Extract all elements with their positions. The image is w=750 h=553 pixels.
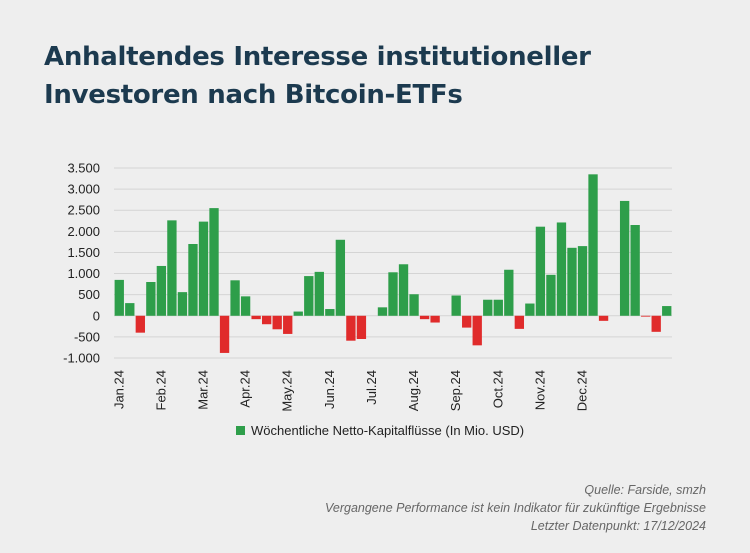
bar — [451, 295, 461, 316]
bar — [662, 306, 672, 316]
bar — [472, 315, 482, 346]
bar — [419, 315, 430, 320]
bar — [188, 244, 198, 316]
bar — [125, 303, 135, 316]
bar — [577, 246, 588, 316]
bar — [588, 174, 598, 316]
y-tick-label: 3.500 — [67, 161, 100, 176]
bar — [430, 315, 440, 323]
bar — [240, 296, 251, 316]
y-tick-label: 1.000 — [67, 266, 100, 281]
bar — [261, 315, 272, 325]
bar — [230, 280, 240, 316]
y-tick-label: 0 — [93, 308, 100, 323]
y-tick-label: -1.000 — [63, 351, 100, 366]
x-tick-label: Jun.24 — [322, 370, 337, 409]
bar — [630, 225, 640, 316]
bar — [272, 315, 282, 330]
bar — [335, 239, 346, 316]
bar — [146, 282, 156, 316]
bar — [304, 276, 314, 316]
bar — [283, 315, 293, 334]
bar — [641, 315, 651, 317]
bar — [219, 315, 230, 353]
page-title: Anhaltendes Interesse institutioneller I… — [44, 42, 591, 110]
bar — [409, 294, 419, 316]
footer-source: Quelle: Farside, smzh — [584, 483, 706, 497]
legend-label: Wöchentliche Netto-Kapitalflüsse (In Mio… — [251, 423, 525, 438]
bar — [388, 272, 398, 316]
x-tick-label: Nov.24 — [532, 370, 547, 410]
legend: Wöchentliche Netto-Kapitalflüsse (In Mio… — [236, 423, 524, 438]
y-axis-ticks: -1.000 -500 0 500 1.000 1.500 2.000 2.500 3.000 3… — [63, 161, 100, 366]
bar — [556, 222, 567, 316]
x-tick-label: Jul.24 — [364, 370, 379, 405]
bar — [135, 315, 145, 333]
bar — [514, 315, 525, 329]
bar — [483, 299, 493, 316]
bar — [293, 311, 303, 316]
x-tick-label: Aug.24 — [406, 370, 421, 411]
bar — [114, 279, 124, 316]
x-tick-label: Mar.24 — [195, 370, 210, 410]
y-tick-label: 3.000 — [67, 182, 100, 197]
footer: Quelle: Farside, smzh Vergangene Perform… — [325, 481, 706, 535]
x-tick-label: Jan.24 — [111, 370, 126, 409]
footer-last-datapoint: Letzter Datenpunkt: 17/12/2024 — [530, 519, 706, 533]
bar — [525, 303, 535, 316]
y-tick-label: 2.000 — [67, 224, 100, 239]
bar — [167, 220, 177, 316]
legend-swatch — [236, 426, 245, 435]
bar — [356, 315, 367, 339]
bar — [198, 221, 209, 316]
bar — [504, 269, 514, 316]
bar — [535, 226, 546, 316]
bar — [346, 315, 356, 341]
bar — [398, 264, 409, 316]
bar — [651, 315, 661, 332]
bar — [493, 299, 503, 316]
bar — [567, 247, 577, 316]
x-tick-label: Dec.24 — [575, 370, 590, 411]
gridlines — [114, 167, 672, 359]
x-tick-label: Sep.24 — [448, 370, 463, 411]
bar — [598, 315, 609, 321]
x-tick-label: May.24 — [280, 370, 295, 412]
y-tick-label: 1.500 — [67, 245, 100, 260]
bars — [114, 174, 672, 353]
x-tick-label: Apr.24 — [238, 370, 253, 408]
y-tick-label: -500 — [74, 329, 100, 344]
bar — [177, 292, 188, 316]
x-axis-ticks: Jan.24 Feb.24 Mar.24 Apr.24 May.24 Jun.24 Jul.… — [111, 370, 589, 412]
x-tick-label: Feb.24 — [153, 370, 168, 410]
bar — [209, 208, 219, 316]
bar — [377, 307, 388, 316]
bar — [156, 265, 167, 316]
y-tick-label: 500 — [78, 287, 100, 302]
bar — [546, 274, 556, 316]
bar — [314, 271, 324, 316]
bar — [619, 200, 630, 316]
bar — [462, 315, 472, 328]
y-tick-label: 2.500 — [67, 203, 100, 218]
footer-disclaimer: Vergangene Performance ist kein Indikato… — [325, 501, 706, 515]
bar — [251, 315, 261, 320]
x-tick-label: Oct.24 — [490, 370, 505, 408]
bar — [325, 309, 335, 316]
